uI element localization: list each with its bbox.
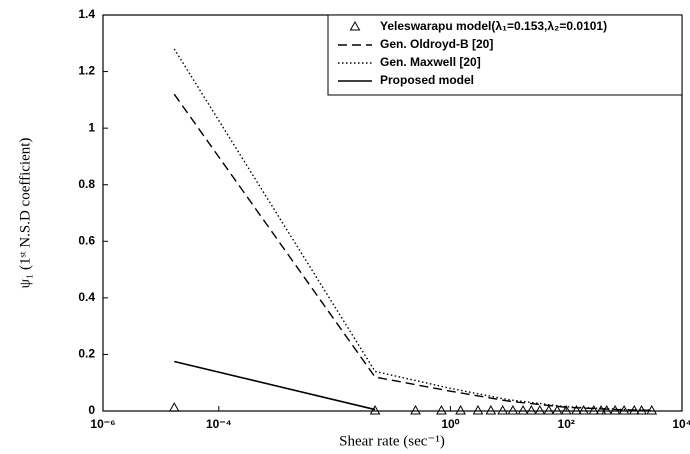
- series-line: [174, 360, 376, 411]
- data-point: [595, 404, 607, 415]
- data-point: [551, 404, 563, 415]
- data-point: [455, 404, 466, 415]
- y-tick-label: 1.4: [78, 7, 95, 21]
- data-point: [497, 404, 509, 415]
- data-point: [507, 404, 519, 415]
- data-point: [571, 404, 582, 415]
- data-point: [560, 404, 572, 415]
- data-point: [472, 404, 484, 415]
- data-point: [436, 404, 447, 415]
- data-point: [485, 404, 497, 415]
- data-point: [410, 404, 421, 415]
- x-tick-label: 10⁴: [672, 417, 690, 431]
- y-tick-label: 0.8: [78, 177, 95, 191]
- legend-label: Proposed model: [380, 73, 474, 87]
- legend-label: Yeleswarapu model(λ₁=0.153,λ₂=0.0101): [380, 19, 607, 33]
- y-tick-label: 1: [88, 120, 95, 134]
- series-line: [173, 48, 652, 411]
- data-point: [543, 404, 555, 415]
- data-point: [525, 404, 537, 415]
- series-line: [173, 93, 652, 412]
- y-tick-label: 0.6: [78, 233, 95, 247]
- x-tick-label: 10⁰: [441, 417, 459, 431]
- x-axis-label: Shear rate (sec⁻¹): [339, 433, 445, 449]
- x-tick-label: 10⁻⁶: [90, 417, 115, 431]
- data-point: [517, 404, 529, 415]
- legend-label: Gen. Maxwell [20]: [380, 55, 481, 69]
- y-tick-label: 0: [88, 403, 95, 417]
- data-point: [601, 404, 613, 415]
- data-point: [534, 404, 546, 415]
- data-point: [168, 402, 180, 412]
- legend-label: Gen. Oldroyd-B [20]: [380, 37, 493, 51]
- data-point: [588, 404, 600, 415]
- data-point: [369, 404, 381, 415]
- data-point: [578, 404, 589, 415]
- x-tick-label: 10⁻⁴: [206, 417, 232, 431]
- y-tick-label: 1.2: [78, 64, 95, 78]
- y-tick-label: 0.2: [78, 347, 95, 361]
- legend-marker: [349, 20, 361, 31]
- x-tick-label: 10²: [558, 417, 575, 431]
- y-tick-label: 0.4: [78, 290, 95, 304]
- legend-box: [327, 14, 683, 96]
- y-axis-label: ψ₁ (1ˢᵗ N.S.D coefficient): [17, 138, 33, 289]
